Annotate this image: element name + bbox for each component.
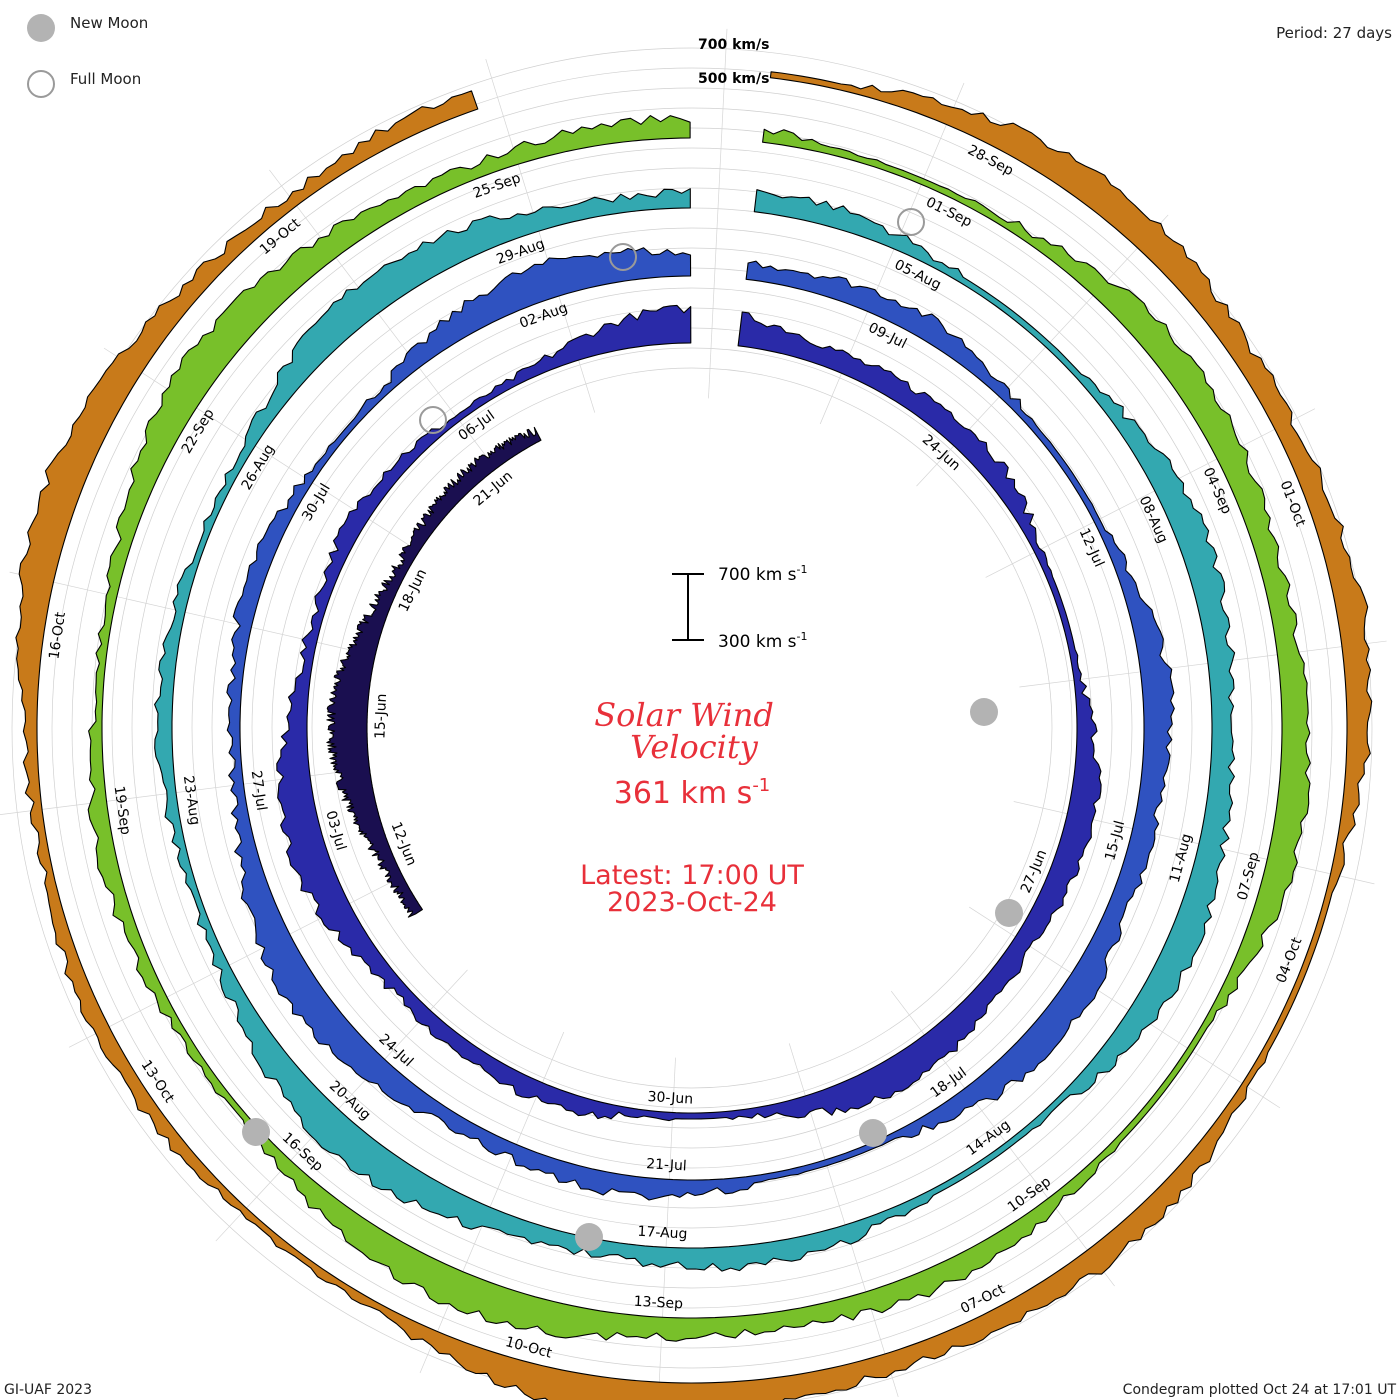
date-label: 23-Aug	[180, 775, 203, 827]
grid-circle	[11, 47, 1373, 1400]
grid-circle	[191, 227, 1193, 1229]
outer-scale-700-label: 700 km/s	[698, 37, 769, 53]
velocity-ring-3	[226, 247, 1175, 1201]
full-moon-marker	[419, 406, 447, 434]
grid-spoke	[708, 28, 728, 399]
latest-time: Latest: 17:00 UT	[580, 860, 804, 891]
date-label: 27-Jul	[248, 769, 270, 811]
grid-circle	[251, 287, 1133, 1169]
date-label: 13-Sep	[633, 1294, 683, 1313]
scale-bar-top-label: 700 km s-1	[718, 563, 808, 585]
full-moon-marker	[609, 243, 637, 271]
chart-title-line2: Velocity	[630, 728, 759, 766]
grid-circle	[71, 107, 1313, 1349]
velocity-ring-4	[154, 188, 1236, 1272]
grid-circle	[311, 347, 1073, 1109]
date-label: 17-Aug	[637, 1224, 688, 1243]
new-moon-marker	[575, 1223, 603, 1251]
grid-circle	[111, 147, 1273, 1309]
full-moon-legend-label: Full Moon	[70, 70, 142, 88]
moon-markers	[242, 208, 1023, 1251]
scale-bar: 700 km s-1 300 km s-1	[672, 563, 808, 652]
date-label: 19-Sep	[110, 785, 133, 836]
velocity-ring-5	[87, 115, 1311, 1342]
date-label: 30-Jun	[647, 1089, 693, 1108]
grid-circle	[131, 167, 1253, 1289]
current-velocity: 361 km s-1	[614, 775, 771, 811]
full-moon-marker	[897, 208, 925, 236]
footer-credit: GI-UAF 2023	[4, 1382, 92, 1398]
latest-date: 2023-Oct-24	[607, 887, 777, 918]
grid-circle	[271, 307, 1113, 1149]
new-moon-legend-icon	[27, 14, 55, 42]
velocity-ring-6	[15, 71, 1373, 1400]
velocity-ring-1	[326, 426, 542, 918]
date-label: 21-Jul	[646, 1156, 687, 1174]
new-moon-marker	[970, 698, 998, 726]
new-moon-marker	[242, 1118, 270, 1146]
velocity-ring-2	[276, 304, 1102, 1122]
date-label: 15-Jun	[372, 693, 390, 739]
date-label: 15-Jul	[1102, 819, 1128, 862]
grid-circle	[51, 87, 1333, 1369]
new-moon-marker	[995, 899, 1023, 927]
scale-bar-bottom-label: 300 km s-1	[718, 630, 808, 652]
full-moon-legend-icon	[27, 70, 55, 98]
grid-spoke	[269, 169, 494, 466]
date-label: 16-Oct	[46, 611, 69, 661]
new-moon-marker	[859, 1119, 887, 1147]
period-label: Period: 27 days	[1276, 24, 1392, 42]
velocity-rings	[15, 71, 1373, 1400]
date-label: 14-Aug	[964, 1117, 1014, 1159]
grid-circle	[211, 247, 1173, 1209]
footer-plot-time: Condegram plotted Oct 24 at 17:01 UT	[1122, 1382, 1396, 1398]
chart-title-line1: Solar Wind	[594, 696, 774, 734]
new-moon-legend-label: New Moon	[70, 14, 149, 32]
outer-scale-500-label: 500 km/s	[698, 71, 769, 87]
